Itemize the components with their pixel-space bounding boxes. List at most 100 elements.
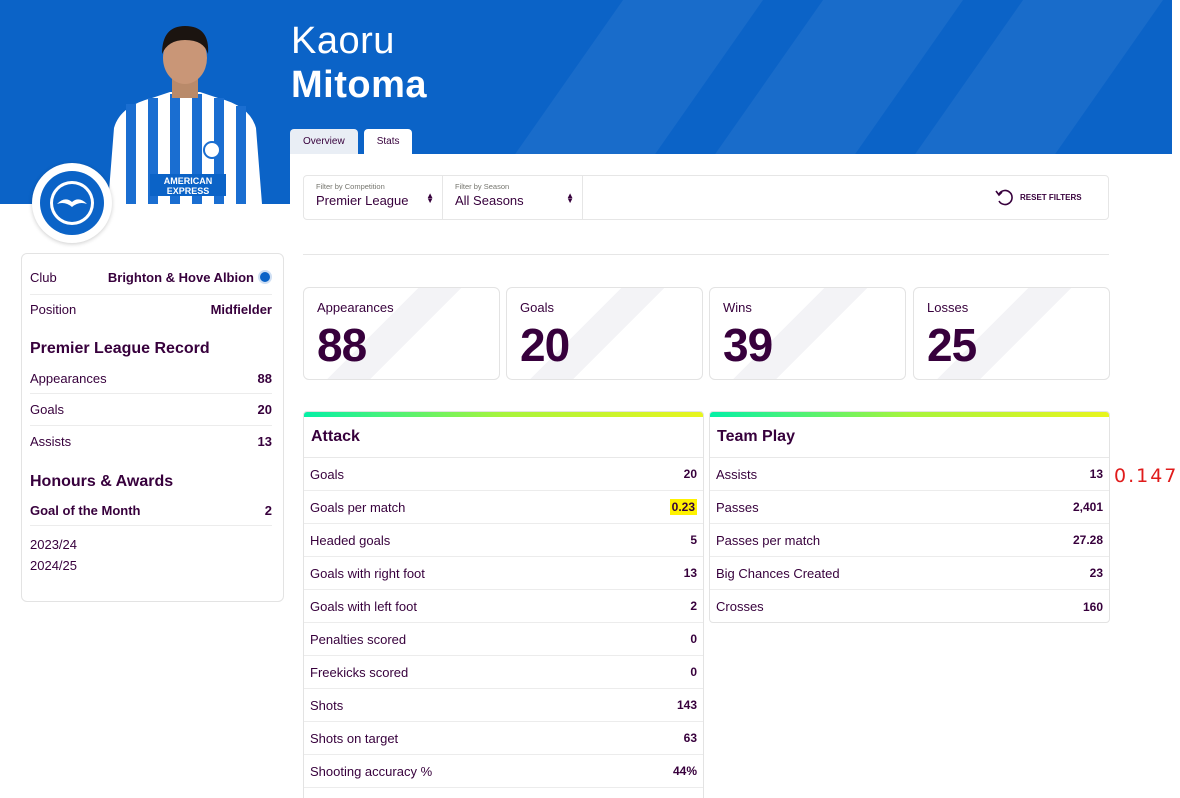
stat-row: Big Chances Created 23 (710, 557, 1109, 590)
attack-stats-panel: Attack Goals 20 Goals per match 0.23 Heade… (303, 411, 704, 798)
record-value: 13 (257, 433, 272, 449)
tab-overview[interactable]: Overview (290, 129, 358, 154)
stat-label: Shots (310, 697, 344, 713)
club-value: Brighton & Hove Albion (107, 269, 254, 285)
stat-value: 2 (690, 599, 697, 613)
award-season-label: 2023/24 (30, 536, 77, 552)
divider (30, 525, 272, 526)
attack-title: Attack (304, 417, 703, 458)
stat-row: Penalties scored 0 (304, 623, 703, 656)
club-label: Club (30, 269, 57, 285)
stat-card-goals: Goals 20 (506, 287, 703, 380)
stat-label: Headed goals (310, 532, 391, 548)
stat-value: 63 (683, 731, 697, 745)
stat-row: Freekicks scored 0 (304, 656, 703, 689)
stat-value: 0 (690, 632, 697, 646)
award-row[interactable]: Goal of the Month 2 (30, 500, 272, 520)
club-row: Club Brighton & Hove Albion (30, 267, 272, 287)
season-filter[interactable]: Filter by Season All Seasons ▲ ▼ (443, 176, 583, 219)
reset-filters-label: RESET FILTERS (1020, 192, 1082, 202)
divider (303, 254, 1109, 255)
stat-card-appearances: Appearances 88 (303, 287, 500, 380)
handwritten-annotation: 0.147 (1114, 465, 1179, 487)
stat-value: 13 (1089, 467, 1103, 481)
award-count: 2 (264, 502, 272, 518)
stat-value: 27.28 (1072, 533, 1103, 547)
stat-label: Assists (716, 466, 758, 482)
stat-label: Shots on target (310, 730, 399, 746)
stat-card-label: Appearances (317, 300, 394, 315)
stat-row: Shooting accuracy % 44% (304, 755, 703, 788)
stat-label: Freekicks scored (310, 664, 409, 680)
club-badge-icon (258, 269, 272, 284)
position-label: Position (30, 301, 77, 317)
stat-label: Goals with right foot (310, 565, 425, 581)
club-link[interactable]: Brighton & Hove Albion (107, 269, 272, 285)
stat-label: Goals (310, 466, 344, 482)
competition-filter-value: Premier League (316, 193, 409, 208)
stat-value: 2,401 (1072, 500, 1103, 514)
stat-row: Headed goals 5 (304, 524, 703, 557)
stat-row: Goals 20 (304, 458, 703, 491)
stat-card-losses: Losses 25 (913, 287, 1110, 380)
position-row: Position Midfielder (30, 299, 272, 319)
stat-row: Passes per match 27.28 (710, 524, 1109, 557)
stat-label: Penalties scored (310, 631, 407, 647)
record-row: Assists 13 (30, 431, 272, 451)
season-filter-label: Filter by Season (455, 182, 510, 191)
divider (30, 425, 272, 426)
award-season: 2024/25 (30, 556, 272, 574)
competition-filter-label: Filter by Competition (316, 182, 385, 191)
honours-heading: Honours & Awards (30, 473, 174, 490)
stat-label: Passes (716, 499, 759, 515)
stat-card-value: 39 (723, 319, 773, 371)
record-label: Assists (30, 433, 72, 449)
player-first-name: Kaoru (291, 20, 395, 62)
divider (30, 294, 272, 295)
award-season-label: 2024/25 (30, 557, 77, 573)
stat-value: 160 (1082, 599, 1103, 614)
stat-label: Goals per match (310, 499, 406, 515)
panel-accent-bar (304, 412, 703, 417)
stat-value: 0 (690, 665, 697, 679)
stat-row: Passes 2,401 (710, 491, 1109, 524)
stat-card-value: 20 (520, 319, 570, 371)
team-play-stats-panel: Team Play Assists 13 Passes 2,401 Passes p… (709, 411, 1110, 623)
stat-row: Shots on target 63 (304, 722, 703, 755)
stat-card-value: 25 (927, 319, 977, 371)
club-crest (32, 163, 112, 243)
stat-row: Goals per match 0.23 (304, 491, 703, 524)
record-value: 20 (257, 401, 272, 417)
position-value: Midfielder (210, 301, 272, 317)
stat-value: 5 (690, 533, 697, 547)
stat-value-highlighted: 0.23 (669, 499, 697, 515)
stat-value: 13 (683, 566, 697, 580)
award-label: Goal of the Month (30, 502, 141, 518)
stat-label: Passes per match (716, 532, 821, 548)
stat-card-value: 88 (317, 319, 367, 371)
record-heading: Premier League Record (30, 340, 210, 357)
reset-icon (995, 189, 1013, 206)
record-row: Goals 20 (30, 399, 272, 419)
stat-row: Crosses 160 (710, 590, 1109, 622)
tab-stats[interactable]: Stats (363, 129, 413, 154)
competition-filter[interactable]: Filter by Competition Premier League ▲ ▼ (304, 176, 443, 219)
svg-text:EXPRESS: EXPRESS (167, 186, 210, 196)
stat-card-wins: Wins 39 (709, 287, 906, 380)
svg-text:AMERICAN: AMERICAN (164, 176, 213, 186)
record-label: Goals (30, 401, 64, 417)
stat-card-label: Goals (520, 300, 554, 315)
divider (30, 393, 272, 394)
stat-row: Shots 143 (304, 689, 703, 722)
record-row: Appearances 88 (30, 368, 272, 388)
select-arrows-icon: ▲ ▼ (566, 191, 574, 205)
stat-row: Assists 13 (710, 458, 1109, 491)
stat-card-label: Wins (723, 300, 752, 315)
stat-value: 20 (683, 467, 697, 481)
reset-filters-button[interactable]: RESET FILTERS (994, 188, 1082, 206)
profile-tabs: Overview Stats (290, 129, 413, 154)
stat-label: Goals with left foot (310, 598, 417, 614)
record-label: Appearances (30, 370, 107, 386)
stat-row: Goals with right foot 13 (304, 557, 703, 590)
stat-row: Goals with left foot 2 (304, 590, 703, 623)
